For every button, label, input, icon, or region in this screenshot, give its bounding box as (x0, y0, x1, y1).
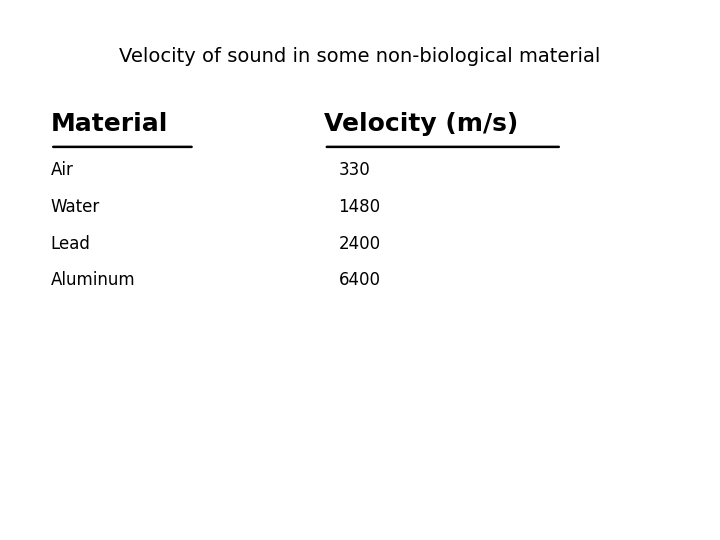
Text: 330: 330 (338, 161, 370, 179)
Text: Material: Material (50, 112, 168, 136)
Text: Lead: Lead (50, 234, 90, 253)
Text: Water: Water (50, 198, 99, 216)
Text: Velocity of sound in some non-biological material: Velocity of sound in some non-biological… (120, 47, 600, 66)
Text: Air: Air (50, 161, 73, 179)
Text: 6400: 6400 (338, 271, 380, 289)
Text: Aluminum: Aluminum (50, 271, 135, 289)
Text: 1480: 1480 (338, 198, 381, 216)
Text: 2400: 2400 (338, 234, 381, 253)
Text: Velocity (m/s): Velocity (m/s) (324, 112, 518, 136)
